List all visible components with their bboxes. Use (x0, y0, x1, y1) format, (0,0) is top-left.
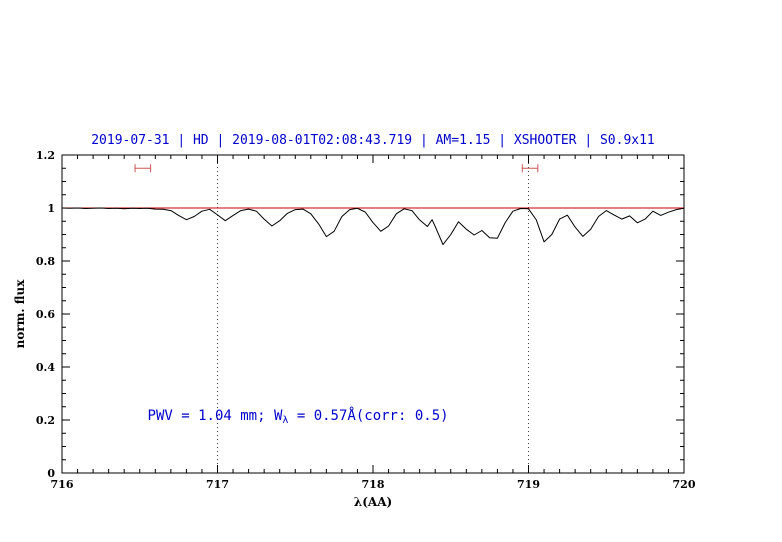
pwv-annotation-pre: PWV = 1.04 mm; W (147, 408, 283, 424)
y-tick-label: 0 (47, 467, 55, 480)
y-tick-label: 0.6 (36, 308, 55, 321)
x-tick-label: 716 (51, 478, 74, 491)
x-tick-label: 717 (206, 478, 229, 491)
y-tick-label: 0.8 (36, 255, 55, 268)
x-tick-label: 720 (673, 478, 696, 491)
y-tick-label: 0.4 (36, 361, 55, 374)
y-tick-label: 0.2 (36, 414, 55, 427)
plot-title: 2019-07-31 | HD | 2019-08-01T02:08:43.71… (91, 133, 655, 148)
feature-range-marker (521, 164, 539, 173)
x-tick-label: 719 (517, 478, 540, 491)
pwv-annotation-post: = 0.57Å(corr: 0.5) (288, 408, 449, 424)
lambda-subscript: λ (282, 415, 289, 426)
y-tick-label: 1 (47, 202, 55, 215)
y-tick-label: 1.2 (36, 149, 55, 162)
feature-range-marker (134, 164, 152, 173)
axis-ticks: 716 717 718 719 720 0 0.2 0.4 0.6 0.8 1 1.2 (36, 149, 696, 491)
spectrum-line (61, 207, 685, 246)
y-axis-label: norm. flux (13, 279, 27, 349)
x-tick-label: 718 (362, 478, 385, 491)
x-axis-label: λ(AA) (353, 495, 393, 509)
pwv-annotation: PWV = 1.04 mm; Wλ = 0.57Å(corr: 0.5) (148, 408, 449, 426)
